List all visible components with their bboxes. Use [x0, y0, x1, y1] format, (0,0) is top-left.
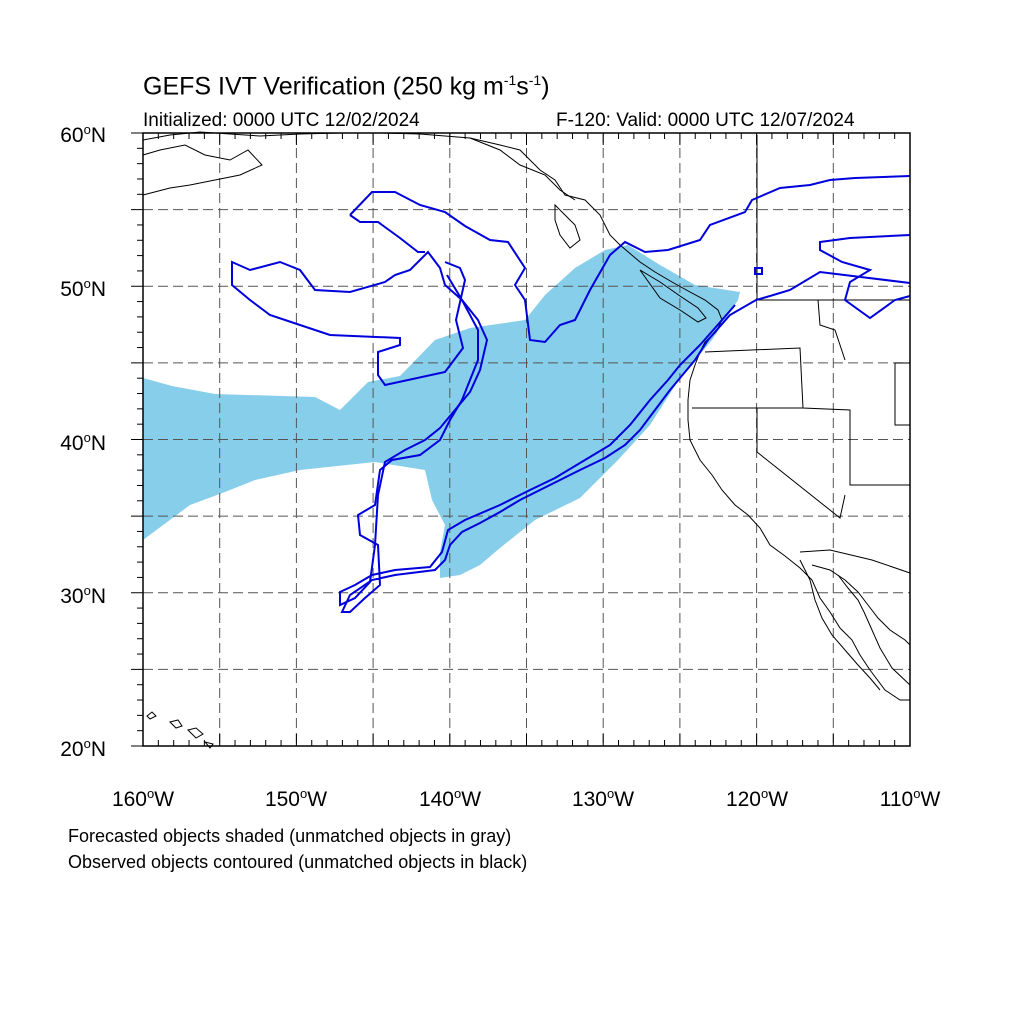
- forecast-ivt-object: [143, 245, 740, 578]
- lon-label-150w: 150oW: [264, 786, 328, 811]
- observed-ivt-contours: [231, 175, 911, 613]
- valid-time: F-120: Valid: 0000 UTC 12/07/2024: [556, 110, 855, 131]
- lon-label-160w: 160oW: [111, 786, 175, 811]
- initialized-time: Initialized: 0000 UTC 12/02/2024: [143, 110, 420, 131]
- legend-note-observed: Observed objects contoured (unmatched ob…: [68, 852, 528, 872]
- lat-label-50n: 50oN: [60, 276, 106, 301]
- map-title: GEFS IVT Verification (250 kg m-1s-1): [143, 72, 550, 101]
- lat-label-20n: 20oN: [60, 736, 106, 761]
- observed-object-main: [231, 175, 911, 613]
- lon-label-130w: 130oW: [571, 786, 635, 811]
- observed-object-small: [754, 267, 763, 275]
- lon-label-120w: 120oW: [725, 786, 789, 811]
- lon-label-110w: 110oW: [879, 786, 941, 811]
- lat-label-40n: 40oN: [60, 430, 106, 455]
- observed-object-north: [349, 214, 425, 253]
- map-frame: [142, 132, 911, 747]
- lat-label-60n: 60oN: [60, 122, 106, 147]
- lon-label-140w: 140oW: [418, 786, 482, 811]
- observed-object-inner: [339, 274, 736, 607]
- legend-note-forecast: Forecasted objects shaded (unmatched obj…: [68, 826, 512, 846]
- lat-label-30n: 30oN: [60, 583, 106, 608]
